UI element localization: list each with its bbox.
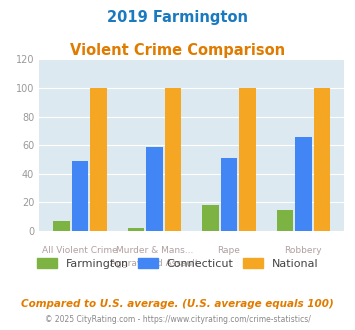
Text: Robbery: Robbery xyxy=(285,246,322,255)
Bar xyxy=(72,161,88,231)
Bar xyxy=(128,228,144,231)
Text: © 2025 CityRating.com - https://www.cityrating.com/crime-statistics/: © 2025 CityRating.com - https://www.city… xyxy=(45,315,310,324)
Bar xyxy=(239,88,256,231)
Text: Murder & Mans...: Murder & Mans... xyxy=(116,246,193,255)
Bar xyxy=(277,210,293,231)
Bar xyxy=(53,221,70,231)
Bar xyxy=(165,88,181,231)
Bar xyxy=(146,147,163,231)
Text: Compared to U.S. average. (U.S. average equals 100): Compared to U.S. average. (U.S. average … xyxy=(21,299,334,309)
Bar xyxy=(295,137,312,231)
Bar xyxy=(221,158,237,231)
Legend: Farmington, Connecticut, National: Farmington, Connecticut, National xyxy=(33,254,322,273)
Text: 2019 Farmington: 2019 Farmington xyxy=(107,10,248,25)
Text: Violent Crime Comparison: Violent Crime Comparison xyxy=(70,43,285,58)
Bar xyxy=(202,205,219,231)
Bar xyxy=(91,88,107,231)
Text: Aggravated Assault: Aggravated Assault xyxy=(110,259,199,268)
Text: Rape: Rape xyxy=(218,246,240,255)
Text: All Violent Crime: All Violent Crime xyxy=(42,246,118,255)
Bar xyxy=(314,88,330,231)
